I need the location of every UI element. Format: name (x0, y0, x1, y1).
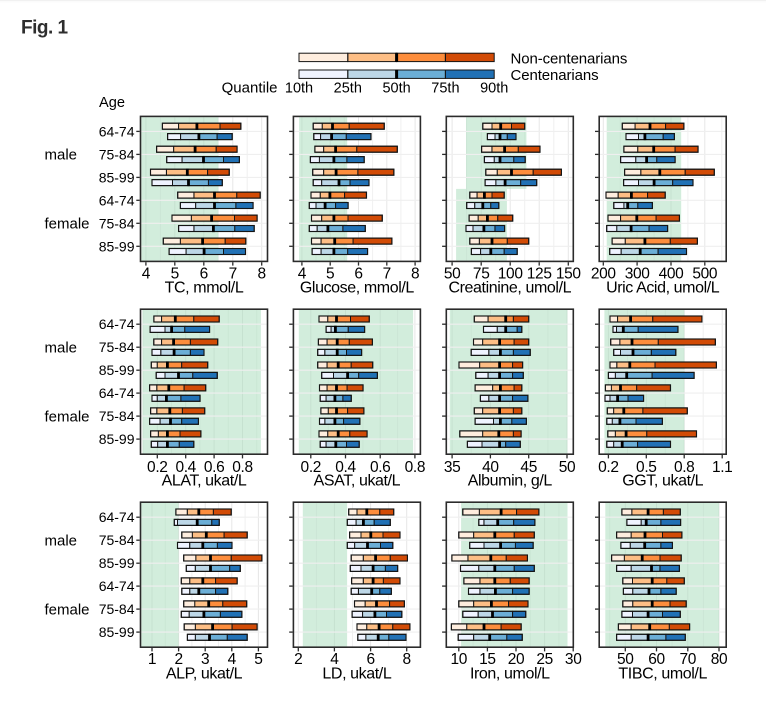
svg-text:0.8: 0.8 (674, 459, 695, 476)
svg-text:female: female (45, 601, 90, 618)
svg-text:60: 60 (648, 651, 665, 668)
svg-text:male: male (45, 340, 78, 357)
svg-text:0.8: 0.8 (232, 459, 253, 476)
svg-text:4: 4 (298, 265, 307, 282)
svg-text:150: 150 (556, 265, 582, 282)
svg-text:3: 3 (201, 651, 209, 668)
svg-text:GGT, ukat/L: GGT, ukat/L (622, 473, 703, 490)
svg-text:90th: 90th (480, 81, 508, 97)
svg-text:0.8: 0.8 (405, 459, 426, 476)
svg-text:300: 300 (625, 265, 651, 282)
svg-text:Quantile: Quantile (222, 80, 278, 97)
svg-text:85-99: 85-99 (99, 362, 135, 378)
svg-text:75th: 75th (431, 81, 459, 97)
svg-text:25: 25 (536, 651, 553, 668)
svg-text:Albumin, g/L: Albumin, g/L (468, 473, 553, 490)
svg-text:75-84: 75-84 (99, 601, 135, 617)
svg-text:8: 8 (403, 651, 411, 668)
svg-text:6: 6 (366, 651, 374, 668)
svg-text:75-84: 75-84 (99, 215, 135, 231)
svg-text:64-74: 64-74 (99, 578, 135, 594)
svg-text:2: 2 (294, 651, 302, 668)
svg-text:50: 50 (617, 651, 634, 668)
svg-text:75-84: 75-84 (99, 146, 135, 162)
svg-text:0.4: 0.4 (335, 459, 356, 476)
svg-text:25th: 25th (334, 81, 362, 97)
svg-text:6: 6 (200, 265, 208, 282)
svg-text:20: 20 (508, 651, 525, 668)
svg-text:64-74: 64-74 (99, 385, 135, 401)
svg-text:Uric Acid, umol/L: Uric Acid, umol/L (606, 279, 720, 296)
svg-text:Creatinine, umol/L: Creatinine, umol/L (448, 279, 571, 296)
svg-text:4: 4 (330, 651, 339, 668)
svg-text:70: 70 (680, 651, 697, 668)
svg-text:Age: Age (99, 95, 125, 111)
svg-text:5: 5 (326, 265, 334, 282)
svg-text:85-99: 85-99 (99, 624, 135, 640)
svg-text:500: 500 (692, 265, 718, 282)
svg-text:4: 4 (228, 651, 237, 668)
svg-text:85-99: 85-99 (99, 555, 135, 571)
svg-text:30: 30 (565, 651, 582, 668)
svg-text:64-74: 64-74 (99, 192, 135, 208)
svg-text:1.1: 1.1 (712, 459, 733, 476)
svg-text:80: 80 (711, 651, 728, 668)
svg-text:Iron, umol/L: Iron, umol/L (470, 666, 550, 683)
svg-text:64-74: 64-74 (99, 316, 135, 332)
svg-text:4: 4 (142, 265, 151, 282)
svg-text:5: 5 (254, 651, 262, 668)
svg-text:85-99: 85-99 (99, 169, 135, 185)
svg-text:0.5: 0.5 (636, 459, 657, 476)
svg-text:0.2: 0.2 (147, 459, 168, 476)
svg-text:ALAT, ukat/L: ALAT, ukat/L (162, 473, 247, 490)
svg-text:200: 200 (591, 265, 617, 282)
svg-text:85-99: 85-99 (99, 431, 135, 447)
svg-text:TIBC, umol/L: TIBC, umol/L (618, 666, 707, 683)
svg-text:male: male (45, 147, 78, 164)
svg-text:1: 1 (148, 651, 156, 668)
svg-text:50th: 50th (382, 81, 410, 97)
svg-text:100: 100 (498, 265, 524, 282)
svg-text:female: female (45, 408, 90, 425)
svg-text:7: 7 (229, 265, 237, 282)
svg-text:ASAT, ukat/L: ASAT, ukat/L (314, 473, 401, 490)
svg-text:Centenarians: Centenarians (511, 67, 599, 84)
svg-text:ALP, ukat/L: ALP, ukat/L (166, 666, 243, 683)
svg-text:female: female (45, 216, 90, 233)
svg-text:75-84: 75-84 (99, 339, 135, 355)
svg-text:75-84: 75-84 (99, 408, 135, 424)
svg-text:0.2: 0.2 (598, 459, 619, 476)
svg-text:Glucose, mmol/L: Glucose, mmol/L (300, 279, 415, 296)
svg-text:45: 45 (520, 459, 537, 476)
svg-text:Fig. 1: Fig. 1 (21, 18, 69, 39)
svg-text:64-74: 64-74 (99, 123, 135, 139)
svg-text:85-99: 85-99 (99, 238, 135, 254)
svg-text:8: 8 (258, 265, 266, 282)
svg-text:50: 50 (559, 459, 576, 476)
svg-text:75-84: 75-84 (99, 532, 135, 548)
svg-text:LD, ukat/L: LD, ukat/L (322, 666, 391, 683)
svg-text:6: 6 (354, 265, 362, 282)
svg-text:0.4: 0.4 (175, 459, 196, 476)
svg-text:10th: 10th (285, 81, 313, 97)
svg-text:50: 50 (444, 265, 461, 282)
svg-text:35: 35 (444, 459, 461, 476)
svg-text:0.2: 0.2 (301, 459, 322, 476)
svg-text:Non-centenarians: Non-centenarians (511, 50, 628, 67)
svg-text:2: 2 (174, 651, 182, 668)
svg-text:TC, mmol/L: TC, mmol/L (165, 279, 244, 296)
svg-text:125: 125 (527, 265, 552, 282)
svg-text:15: 15 (479, 651, 496, 668)
svg-text:75: 75 (473, 265, 490, 282)
svg-text:40: 40 (482, 459, 499, 476)
svg-text:0.6: 0.6 (370, 459, 391, 476)
svg-text:7: 7 (383, 265, 391, 282)
svg-text:64-74: 64-74 (99, 509, 135, 525)
svg-text:8: 8 (411, 265, 419, 282)
svg-text:5: 5 (171, 265, 179, 282)
svg-text:400: 400 (659, 265, 685, 282)
svg-text:male: male (45, 533, 78, 550)
svg-text:0.6: 0.6 (204, 459, 225, 476)
svg-text:10: 10 (451, 651, 468, 668)
